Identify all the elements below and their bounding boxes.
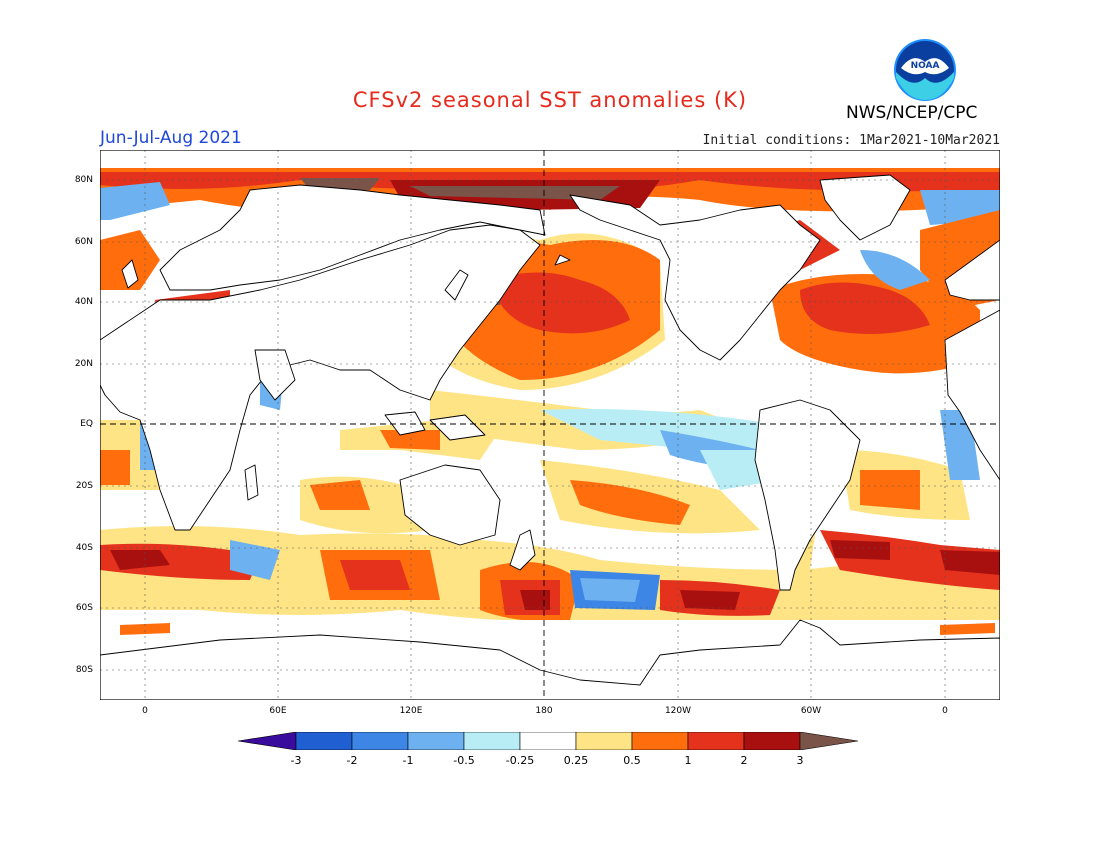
graticule — [100, 150, 1000, 700]
agency-label: NWS/NCEP/CPC — [846, 103, 978, 123]
colorbar-swatch — [743, 732, 801, 750]
continents — [100, 174, 1000, 700]
sst-anomaly-map — [100, 150, 1000, 700]
colorbar-tick-label: 3 — [796, 754, 804, 767]
colorbar-tick-label: -2 — [346, 754, 358, 767]
lat-label: 80N — [74, 175, 93, 185]
colorbar-swatch — [519, 732, 577, 750]
lon-label: 0 — [942, 706, 948, 716]
colorbar-swatch — [631, 732, 689, 750]
lon-label: 60W — [800, 706, 822, 716]
colorbar-tick-label: -0.25 — [505, 754, 535, 767]
lat-label: EQ — [80, 419, 93, 429]
colorbar-arrow-high — [799, 732, 859, 750]
colorbar-swatch — [351, 732, 409, 750]
initial-conditions-label: Initial conditions: 1Mar2021-10Mar2021 — [702, 133, 1000, 148]
colorbar-arrow-low — [238, 732, 297, 750]
colorbar-tick-label: -1 — [402, 754, 414, 767]
colorbar-tick-label: 0.5 — [623, 754, 641, 767]
lon-label: 120W — [664, 706, 692, 716]
colorbar-swatch — [687, 732, 745, 750]
lat-label: 40N — [74, 297, 93, 307]
lon-label: 120E — [399, 706, 423, 716]
colorbar — [238, 732, 859, 750]
colorbar-tick-label: 2 — [740, 754, 748, 767]
season-label: Jun-Jul-Aug 2021 — [100, 128, 242, 148]
lat-label: 20S — [75, 481, 93, 491]
noaa-logo: NOAA — [894, 39, 956, 101]
lat-label: 80S — [75, 665, 93, 675]
colorbar-swatch — [463, 732, 521, 750]
colorbar-tick-label: -3 — [290, 754, 302, 767]
reference-lines — [100, 150, 1000, 700]
lon-label: 60E — [269, 706, 287, 716]
lon-label: 0 — [142, 706, 148, 716]
logo-text: NOAA — [911, 61, 940, 71]
lat-label: 20N — [74, 359, 93, 369]
lat-label: 60S — [75, 603, 93, 613]
colorbar-swatch — [407, 732, 465, 750]
colorbar-tick-label: 0.25 — [563, 754, 589, 767]
colorbar-swatch — [575, 732, 633, 750]
colorbar-tick-label: -0.5 — [453, 754, 475, 767]
colorbar-tick-label: 1 — [684, 754, 692, 767]
colorbar-swatch — [295, 732, 353, 750]
chart-title: CFSv2 seasonal SST anomalies (K) — [352, 88, 748, 112]
lat-label: 40S — [75, 543, 93, 553]
lon-label: 180 — [535, 706, 553, 716]
lat-label: 60N — [74, 237, 93, 247]
